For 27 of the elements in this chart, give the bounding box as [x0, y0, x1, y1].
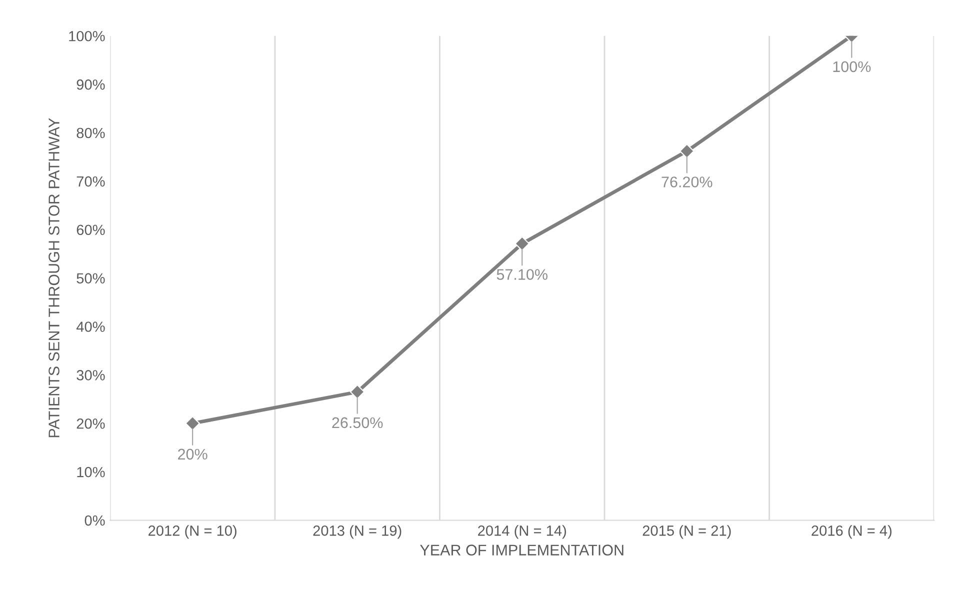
x-tick-label: 2013 (N = 19) — [313, 525, 402, 539]
point — [514, 236, 530, 252]
y-tick-label: 60% — [76, 224, 105, 236]
y-tick-label: 80% — [76, 128, 105, 138]
point — [350, 384, 365, 400]
data-label: 26.50% — [332, 417, 383, 428]
y-tick-label: 70% — [76, 176, 105, 187]
x-axis-title: YEAR OF IMPLEMENTATION — [420, 544, 624, 556]
y-tick-label: 40% — [76, 322, 105, 332]
point — [185, 416, 200, 431]
x-tick-label: 2016 (N = 4) — [812, 525, 892, 539]
y-tick-label: 20% — [76, 418, 105, 429]
y-axis-title: PATIENTS SENT THROUGH STOR PATHWAY — [48, 118, 60, 438]
data-label: 57.10% — [496, 269, 548, 280]
x-tick-label: 2015 (N = 21) — [642, 525, 731, 539]
y-tick-label: 30% — [76, 370, 105, 380]
y-tick-label: 10% — [77, 466, 105, 478]
y-tick-label: 90% — [76, 79, 105, 90]
x-tick-label: 2012 (N = 10) — [148, 525, 236, 539]
y-tick-label: 100% — [69, 30, 105, 42]
data-label: 76.20% — [662, 176, 712, 188]
y-tick-label: 50% — [76, 273, 105, 284]
point — [679, 144, 694, 159]
x-tick-label: 2014 (N = 14) — [478, 525, 566, 539]
data-label: 100% — [833, 61, 871, 72]
data-label: 20% — [178, 448, 208, 460]
y-tick-label: 0% — [84, 515, 105, 526]
